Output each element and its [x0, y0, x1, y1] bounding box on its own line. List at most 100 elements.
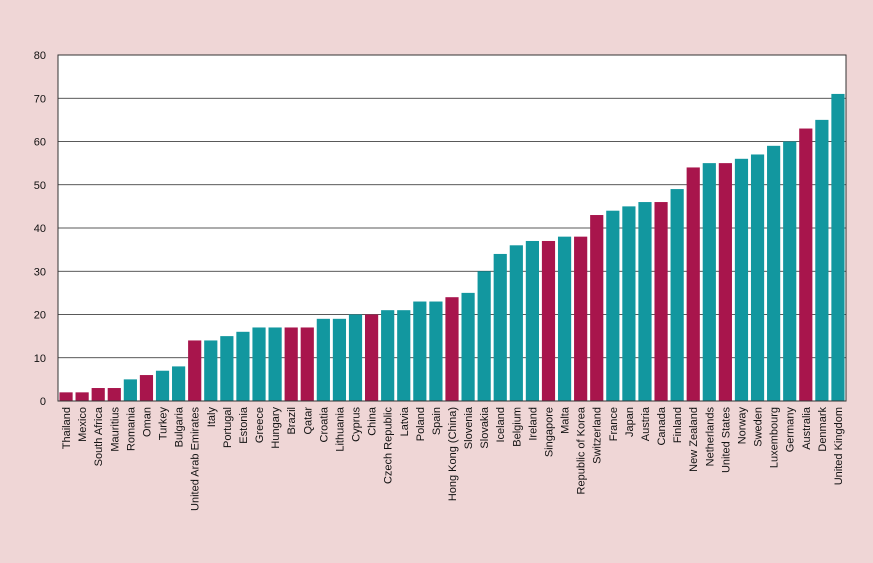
x-category-label: Mauritius: [109, 407, 121, 452]
x-category-label: Ireland: [527, 407, 539, 441]
x-category-label: Romania: [125, 406, 137, 451]
bar: [574, 236, 588, 401]
x-category-label: Netherlands: [704, 407, 716, 467]
bar: [188, 340, 202, 401]
bar: [783, 141, 797, 401]
bar: [477, 271, 491, 401]
y-tick-label: 60: [34, 137, 46, 149]
bar: [316, 318, 330, 401]
x-category-label: Portugal: [222, 407, 234, 448]
bar: [59, 392, 73, 401]
x-axis-labels: Thailand Mexico South Africa Mauritius Roman…: [61, 406, 845, 511]
bar: [123, 379, 137, 401]
x-category-label: Austria: [640, 406, 652, 441]
x-category-label: Bulgaria: [174, 406, 186, 447]
bar: [815, 119, 829, 401]
bar-chart: 0 10 20 30 40 50 60 70 80 Thailand Mexico South Af…: [34, 50, 847, 511]
x-category-label: Hong Kong (China): [447, 407, 459, 501]
chart-frame: 0 10 20 30 40 50 60 70 80 Thailand Mexico South Af…: [4, 4, 868, 558]
bar: [557, 236, 572, 401]
x-category-label: Poland: [415, 407, 427, 441]
x-category-label: Croatia: [318, 406, 330, 442]
bar: [670, 189, 684, 401]
x-category-label: Turkey: [158, 407, 170, 441]
x-category-label: Germany: [785, 407, 797, 453]
x-category-label: Belgium: [511, 407, 523, 447]
bar: [204, 340, 218, 401]
x-category-label: Lithuania: [334, 406, 346, 452]
x-category-label: Czech Republic: [383, 407, 395, 485]
x-category-label: Canada: [656, 406, 668, 445]
y-tick-label: 50: [34, 180, 46, 192]
x-category-label: Iceland: [495, 407, 507, 442]
bar: [606, 210, 620, 401]
x-category-label: United Kingdom: [833, 407, 845, 485]
bar: [445, 297, 459, 401]
x-category-label: New Zealand: [688, 407, 700, 472]
x-category-label: Brazil: [286, 407, 298, 435]
x-category-label: United Arab Emirates: [190, 407, 202, 511]
y-tick-label: 20: [34, 310, 46, 322]
x-category-label: Oman: [141, 407, 153, 437]
x-category-label: Latvia: [399, 406, 411, 436]
bar: [638, 202, 652, 401]
bar: [220, 336, 234, 401]
bar: [767, 145, 781, 401]
bar: [75, 392, 89, 401]
x-category-label: Japan: [624, 407, 636, 437]
y-tick-label: 10: [34, 353, 46, 365]
bar: [348, 314, 363, 401]
bar: [155, 370, 170, 401]
bar: [413, 301, 427, 401]
bar: [429, 301, 443, 401]
bar: [381, 310, 395, 401]
x-category-label: Luxembourg: [769, 407, 781, 468]
bar: [541, 240, 556, 401]
x-category-label: Thailand: [61, 407, 73, 449]
bar: [686, 167, 700, 401]
x-category-label: Switzerland: [592, 407, 604, 464]
x-category-label: Estonia: [238, 406, 250, 444]
x-category-label: France: [608, 407, 620, 441]
x-category-label: Slovenia: [463, 406, 475, 449]
x-category-label: Norway: [736, 407, 748, 445]
bar: [397, 310, 411, 401]
y-tick-label: 0: [40, 396, 46, 408]
x-category-label: Mexico: [77, 407, 89, 442]
bar: [654, 202, 668, 401]
bar: [268, 327, 282, 401]
bar: [300, 327, 314, 401]
y-axis-ticks: 0 10 20 30 40 50 60 70 80: [34, 50, 46, 408]
x-category-label: Denmark: [817, 407, 829, 452]
x-category-label: Republic of Korea: [576, 406, 588, 494]
bar: [525, 240, 540, 401]
x-category-label: China: [367, 406, 379, 436]
bar: [750, 154, 765, 401]
y-tick-label: 30: [34, 266, 46, 278]
y-tick-label: 70: [34, 93, 46, 105]
bar: [252, 327, 266, 401]
x-category-label: Spain: [431, 407, 443, 435]
bar: [91, 388, 105, 401]
bar: [702, 163, 716, 401]
y-tick-label: 40: [34, 223, 46, 235]
x-category-label: United States: [720, 407, 732, 474]
bar: [718, 163, 732, 401]
bars: [59, 93, 845, 402]
x-category-label: Singapore: [543, 407, 555, 457]
bar: [364, 314, 379, 401]
x-category-label: South Africa: [93, 406, 105, 466]
bar: [172, 366, 186, 401]
bar: [590, 215, 604, 401]
x-category-label: Italy: [206, 407, 218, 428]
x-category-label: Malta: [560, 406, 572, 434]
x-category-label: Greece: [254, 407, 266, 443]
x-category-label: Cyprus: [351, 407, 363, 442]
bar: [831, 93, 845, 402]
x-category-label: Australia: [801, 406, 813, 450]
bar: [799, 128, 813, 401]
x-category-label: Slovakia: [479, 406, 491, 448]
bar: [107, 388, 121, 401]
x-category-label: Qatar: [302, 407, 314, 435]
bar: [332, 318, 347, 401]
